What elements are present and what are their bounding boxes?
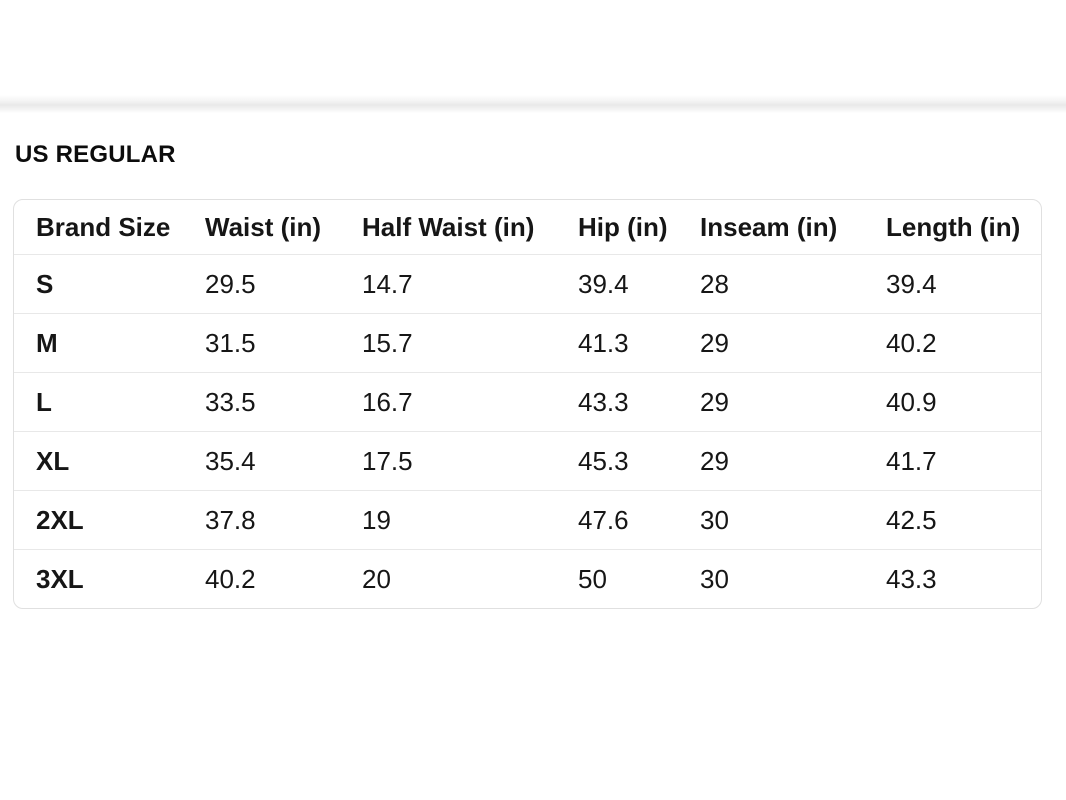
measurement-cell: 19 — [340, 490, 556, 550]
measurement-cell: 41.3 — [556, 313, 678, 373]
size-table: Brand Size Waist (in) Half Waist (in) Hip (… — [14, 200, 1041, 608]
measurement-cell: 47.6 — [556, 490, 678, 550]
column-header: Half Waist (in) — [340, 200, 556, 255]
table-header-row: Brand Size Waist (in) Half Waist (in) Hip (… — [14, 200, 1041, 255]
measurement-cell: 39.4 — [864, 254, 1041, 314]
brand-size-cell: M — [14, 313, 183, 373]
table-row: M 31.5 15.7 41.3 29 40.2 — [14, 313, 1041, 373]
measurement-cell: 37.8 — [183, 490, 340, 550]
measurement-cell: 29 — [678, 313, 864, 373]
column-header: Brand Size — [14, 200, 183, 255]
measurement-cell: 43.3 — [886, 563, 937, 594]
table-row: 3XL 40.2 20 50 30 43.3 — [14, 550, 1041, 609]
fit-type-heading: US REGULAR — [15, 141, 176, 168]
measurement-cell: 41.7 — [864, 431, 1041, 491]
measurement-cell: 29 — [678, 372, 864, 432]
measurement-cell: 40.2 — [205, 563, 256, 594]
table-row: XL 35.4 17.5 45.3 29 41.7 — [14, 431, 1041, 491]
table-row: 2XL 37.8 19 47.6 30 42.5 — [14, 490, 1041, 550]
size-table-card: Brand Size Waist (in) Half Waist (in) Hip (… — [13, 199, 1042, 609]
brand-size-cell: S — [14, 254, 183, 314]
measurement-cell: 40.9 — [864, 372, 1041, 432]
section-divider-shadow — [0, 95, 1066, 113]
measurement-cell: 30 — [678, 490, 864, 550]
column-header: Length (in) — [864, 200, 1041, 255]
brand-size-cell: XL — [14, 431, 183, 491]
measurement-cell: 30 — [700, 563, 729, 594]
measurement-cell: 14.7 — [340, 254, 556, 314]
measurement-cell: 31.5 — [183, 313, 340, 373]
column-header: Waist (in) — [183, 200, 340, 255]
measurement-cell: 16.7 — [340, 372, 556, 432]
brand-size-cell: 3XL — [36, 563, 84, 594]
measurement-cell: 43.3 — [556, 372, 678, 432]
column-header: Hip (in) — [556, 200, 678, 255]
brand-size-cell: L — [14, 372, 183, 432]
measurement-cell: 50 — [578, 563, 607, 594]
measurement-cell: 15.7 — [340, 313, 556, 373]
measurement-cell: 42.5 — [864, 490, 1041, 550]
measurement-cell: 20 — [362, 563, 391, 594]
measurement-cell: 39.4 — [556, 254, 678, 314]
table-row: S 29.5 14.7 39.4 28 39.4 — [14, 254, 1041, 314]
measurement-cell: 35.4 — [183, 431, 340, 491]
column-header: Inseam (in) — [678, 200, 864, 255]
measurement-cell: 45.3 — [556, 431, 678, 491]
measurement-cell: 40.2 — [864, 313, 1041, 373]
brand-size-cell: 2XL — [14, 490, 183, 550]
measurement-cell: 29 — [678, 431, 864, 491]
measurement-cell: 29.5 — [183, 254, 340, 314]
table-row: L 33.5 16.7 43.3 29 40.9 — [14, 372, 1041, 432]
measurement-cell: 28 — [678, 254, 864, 314]
measurement-cell: 33.5 — [183, 372, 340, 432]
measurement-cell: 17.5 — [340, 431, 556, 491]
